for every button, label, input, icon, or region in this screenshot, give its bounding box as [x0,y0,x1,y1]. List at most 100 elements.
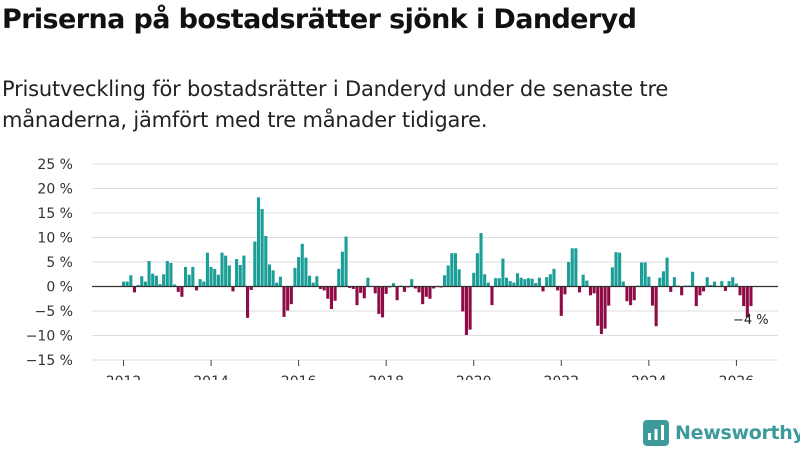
last-value-label: −4 % [733,313,769,328]
bar [749,286,753,307]
bar [275,282,279,287]
bar [311,282,315,287]
bar [227,265,231,287]
bar [450,253,454,287]
bar [475,253,479,287]
bar [402,286,406,292]
bar [216,274,220,287]
bar [472,272,476,287]
bar [432,286,436,289]
bar [643,262,647,287]
bar [176,286,180,292]
bar [238,264,242,287]
newsworthy-logo: Newsworthy [643,420,800,446]
bar [661,271,665,287]
bar [413,286,417,289]
bar [486,282,490,287]
bar [654,286,658,327]
bar [742,286,746,307]
x-tick-label: 2016 [281,374,317,380]
bar [271,270,275,287]
bar [559,286,563,316]
bar [621,281,625,287]
bar [508,281,512,287]
y-tick-label: −5 % [35,304,73,320]
bar [162,274,166,287]
bar [698,286,702,296]
bar [694,286,698,307]
x-tick-label: 2012 [106,374,142,380]
bar [534,283,538,287]
bar [610,267,614,287]
bar [191,266,195,287]
bar [125,281,129,287]
bar [424,286,428,297]
bar [607,286,611,306]
bar [541,286,545,292]
bar [282,286,286,317]
bar [286,286,290,311]
bar [625,286,629,302]
bar [183,266,188,287]
y-tick-label: 5 % [46,255,73,271]
chart-subtitle: Prisutveckling för bostadsrätter i Dande… [2,77,669,132]
bar [691,271,695,287]
bar [147,261,151,287]
bar [497,278,501,287]
bar [468,286,472,330]
bar [709,285,713,287]
bar [366,277,370,287]
bar [734,283,738,287]
bar [720,281,724,287]
bar [417,286,421,293]
bar [585,280,589,287]
bar [304,257,308,287]
bar [563,286,567,295]
bar [723,286,727,291]
bar [665,257,669,287]
bar [647,276,651,287]
x-tick-label: 2018 [368,374,404,380]
bar [121,281,126,287]
bar [548,274,552,287]
bar [278,276,282,287]
bar-chart: −15 % −10 % −5 % 0 % 5 % 10 % 15 % 20 % 25 % 2012… [26,157,778,380]
bar [639,262,644,287]
x-tick-label: 2024 [631,374,667,380]
bar [220,252,224,287]
bar [545,277,549,287]
bar [577,286,582,293]
newsworthy-logo-icon [643,420,669,446]
bar [300,243,304,287]
bar [410,279,414,287]
bar [650,286,655,306]
bar [256,197,261,287]
bar [213,268,217,287]
bar [672,277,676,287]
bars [121,197,753,336]
bar [494,278,498,287]
bar [344,236,348,287]
bar [588,286,593,296]
bar [537,277,541,287]
bar [530,278,534,287]
bar [322,286,326,291]
bar [592,286,596,294]
bar [359,286,363,293]
bar [173,284,177,287]
bar [348,286,352,288]
bar [136,285,140,287]
bar [629,286,633,306]
bar [297,257,301,287]
bar [187,274,191,287]
bar [457,269,461,287]
bar [446,265,450,287]
bar [483,274,487,287]
bar [384,286,388,294]
bar [501,258,505,287]
bar [246,286,250,318]
bar [380,286,385,318]
bar [293,267,297,287]
bar [329,286,334,310]
bar [599,286,603,335]
